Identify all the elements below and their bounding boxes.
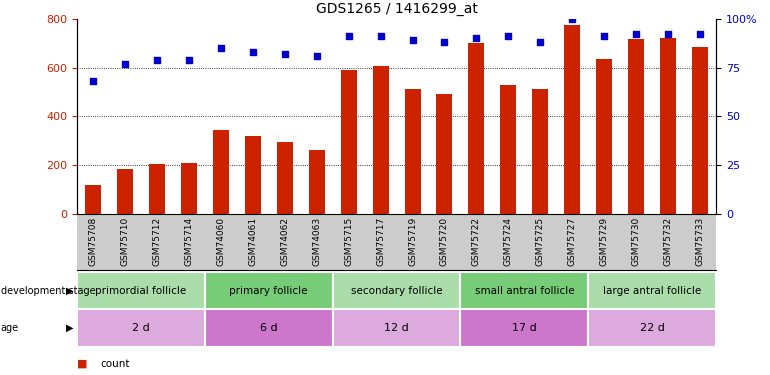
Text: GSM75724: GSM75724 <box>504 217 513 266</box>
Bar <box>373 66 389 214</box>
Bar <box>588 272 716 309</box>
Bar <box>532 90 548 214</box>
Text: large antral follicle: large antral follicle <box>603 286 701 296</box>
Bar <box>85 184 101 214</box>
Point <box>630 32 642 38</box>
Bar <box>588 309 716 347</box>
Point <box>119 61 131 67</box>
Bar <box>340 70 357 214</box>
Bar <box>628 39 644 214</box>
Point <box>502 33 514 39</box>
Text: 6 d: 6 d <box>260 323 277 333</box>
Bar <box>77 309 205 347</box>
Bar <box>660 38 676 214</box>
Text: small antral follicle: small antral follicle <box>474 286 574 296</box>
Bar <box>333 272 460 309</box>
Text: count: count <box>100 359 129 369</box>
Text: GSM74062: GSM74062 <box>280 217 290 266</box>
Text: GSM75712: GSM75712 <box>152 217 162 266</box>
Bar <box>205 272 333 309</box>
Text: development stage: development stage <box>1 286 95 296</box>
Text: GSM75730: GSM75730 <box>631 217 641 266</box>
Bar <box>333 309 460 347</box>
Point <box>470 35 483 41</box>
Point <box>694 32 706 38</box>
Text: age: age <box>1 323 19 333</box>
Text: 22 d: 22 d <box>640 323 665 333</box>
Text: 12 d: 12 d <box>384 323 409 333</box>
Text: GSM75710: GSM75710 <box>120 217 129 266</box>
Text: 17 d: 17 d <box>512 323 537 333</box>
Bar <box>276 142 293 214</box>
Bar <box>460 309 588 347</box>
Text: GSM75729: GSM75729 <box>600 217 609 266</box>
Bar <box>213 130 229 214</box>
Text: GSM75717: GSM75717 <box>376 217 385 266</box>
Point <box>566 16 578 22</box>
Text: GSM75714: GSM75714 <box>184 217 193 266</box>
Text: GSM75720: GSM75720 <box>440 217 449 266</box>
Text: primary follicle: primary follicle <box>229 286 308 296</box>
Bar <box>596 59 612 214</box>
Text: GSM75719: GSM75719 <box>408 217 417 266</box>
Point <box>182 57 195 63</box>
Bar <box>205 309 333 347</box>
Text: GSM74063: GSM74063 <box>312 217 321 266</box>
Text: ■: ■ <box>77 359 88 369</box>
Point <box>438 39 450 45</box>
Point <box>279 51 291 57</box>
Text: GSM74061: GSM74061 <box>248 217 257 266</box>
Bar <box>117 169 133 214</box>
Bar <box>181 163 197 214</box>
Text: ▶: ▶ <box>65 323 73 333</box>
Bar <box>245 136 261 214</box>
Point <box>343 33 355 39</box>
Point <box>407 37 419 43</box>
Text: GSM75708: GSM75708 <box>89 217 98 266</box>
Point <box>310 53 323 59</box>
Point <box>246 49 259 55</box>
Bar <box>564 25 581 214</box>
Point <box>151 57 163 63</box>
Point <box>215 45 227 51</box>
Point <box>374 33 387 39</box>
Bar <box>149 164 165 214</box>
Bar <box>404 90 420 214</box>
Text: GSM74060: GSM74060 <box>216 217 226 266</box>
Point <box>662 32 675 38</box>
Title: GDS1265 / 1416299_at: GDS1265 / 1416299_at <box>316 2 477 16</box>
Text: primordial follicle: primordial follicle <box>95 286 186 296</box>
Bar <box>460 272 588 309</box>
Bar <box>468 43 484 214</box>
Text: GSM75715: GSM75715 <box>344 217 353 266</box>
Point <box>598 33 611 39</box>
Bar <box>500 85 517 214</box>
Point <box>534 39 547 45</box>
Text: ▶: ▶ <box>65 286 73 296</box>
Bar <box>692 47 708 214</box>
Text: secondary follicle: secondary follicle <box>351 286 442 296</box>
Text: 2 d: 2 d <box>132 323 150 333</box>
Bar <box>309 150 325 214</box>
Point <box>87 78 99 84</box>
Bar <box>437 94 453 214</box>
Text: GSM75732: GSM75732 <box>664 217 673 266</box>
Text: GSM75722: GSM75722 <box>472 217 481 266</box>
Bar <box>77 272 205 309</box>
Text: GSM75727: GSM75727 <box>567 217 577 266</box>
Text: GSM75733: GSM75733 <box>695 217 705 266</box>
Text: GSM75725: GSM75725 <box>536 217 545 266</box>
